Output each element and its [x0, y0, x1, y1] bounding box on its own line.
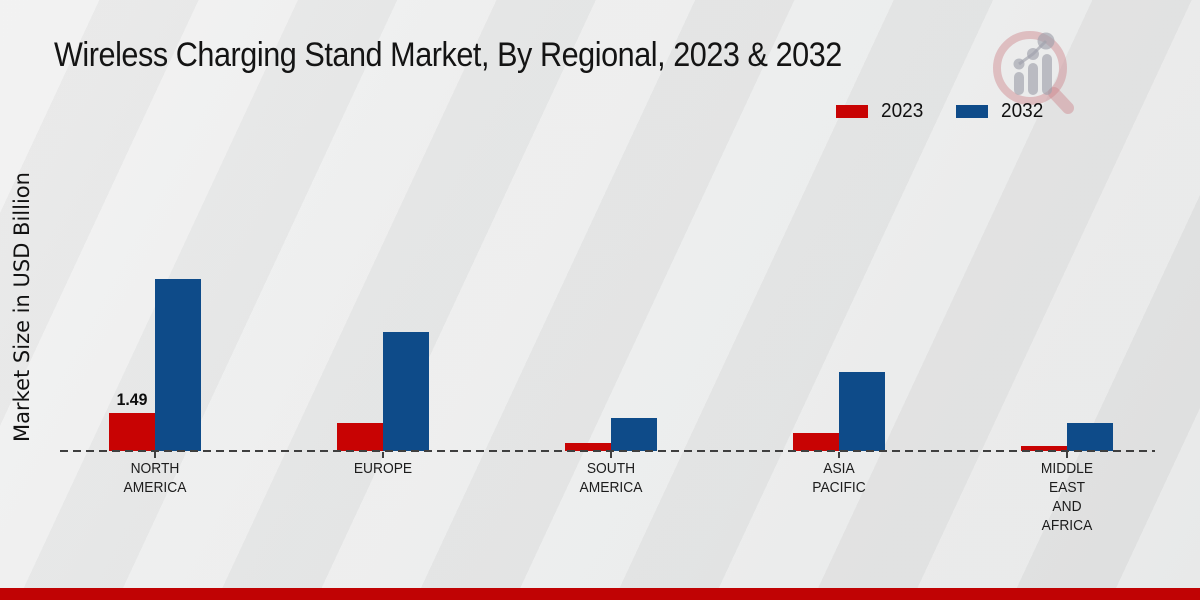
legend-item-2023: 2023 [836, 100, 926, 123]
bar-2023-asia-pacific [793, 433, 839, 451]
bar-2032-middle-east-and-africa [1067, 423, 1113, 451]
x-axis-tick [1066, 452, 1068, 458]
legend-label-2032: 2032 [1000, 100, 1043, 122]
category-label-middle-east-and-africa: MIDDLE EAST AND AFRICA [1040, 460, 1094, 534]
x-axis-tick [382, 452, 384, 458]
bar-2032-north-america [155, 279, 201, 451]
x-axis-tick [838, 452, 840, 458]
bar-2023-middle-east-and-africa [1021, 446, 1067, 451]
x-axis-tick [610, 452, 612, 458]
category-label-europe: EUROPE [353, 460, 413, 477]
chart-title: Wireless Charging Stand Market, By Regio… [54, 36, 842, 74]
footer-bar [0, 588, 1200, 600]
category-label-asia-pacific: ASIA PACIFIC [812, 460, 866, 496]
category-label-south-america: SOUTH AMERICA [579, 460, 643, 496]
legend-label-2023: 2023 [881, 100, 924, 122]
bar-2023-south-america [565, 443, 611, 451]
category-label-north-america: NORTH AMERICA [123, 460, 187, 496]
bar-2032-europe [383, 332, 429, 451]
bar-2023-europe [337, 423, 383, 451]
magnifier-bar-chart-logo-icon [986, 28, 1082, 121]
legend-swatch-2032 [955, 105, 988, 118]
bar-2032-asia-pacific [839, 372, 885, 451]
bar-2023-north-america [109, 413, 155, 451]
legend-item-2032: 2032 [955, 100, 1046, 123]
zero-baseline [60, 450, 1155, 452]
x-axis-tick [154, 452, 156, 458]
legend-swatch-2023 [836, 105, 868, 118]
legend: 2023 2032 [836, 100, 1045, 123]
bar-value-label: 1.49 [116, 390, 148, 409]
bar-2032-south-america [611, 418, 657, 451]
